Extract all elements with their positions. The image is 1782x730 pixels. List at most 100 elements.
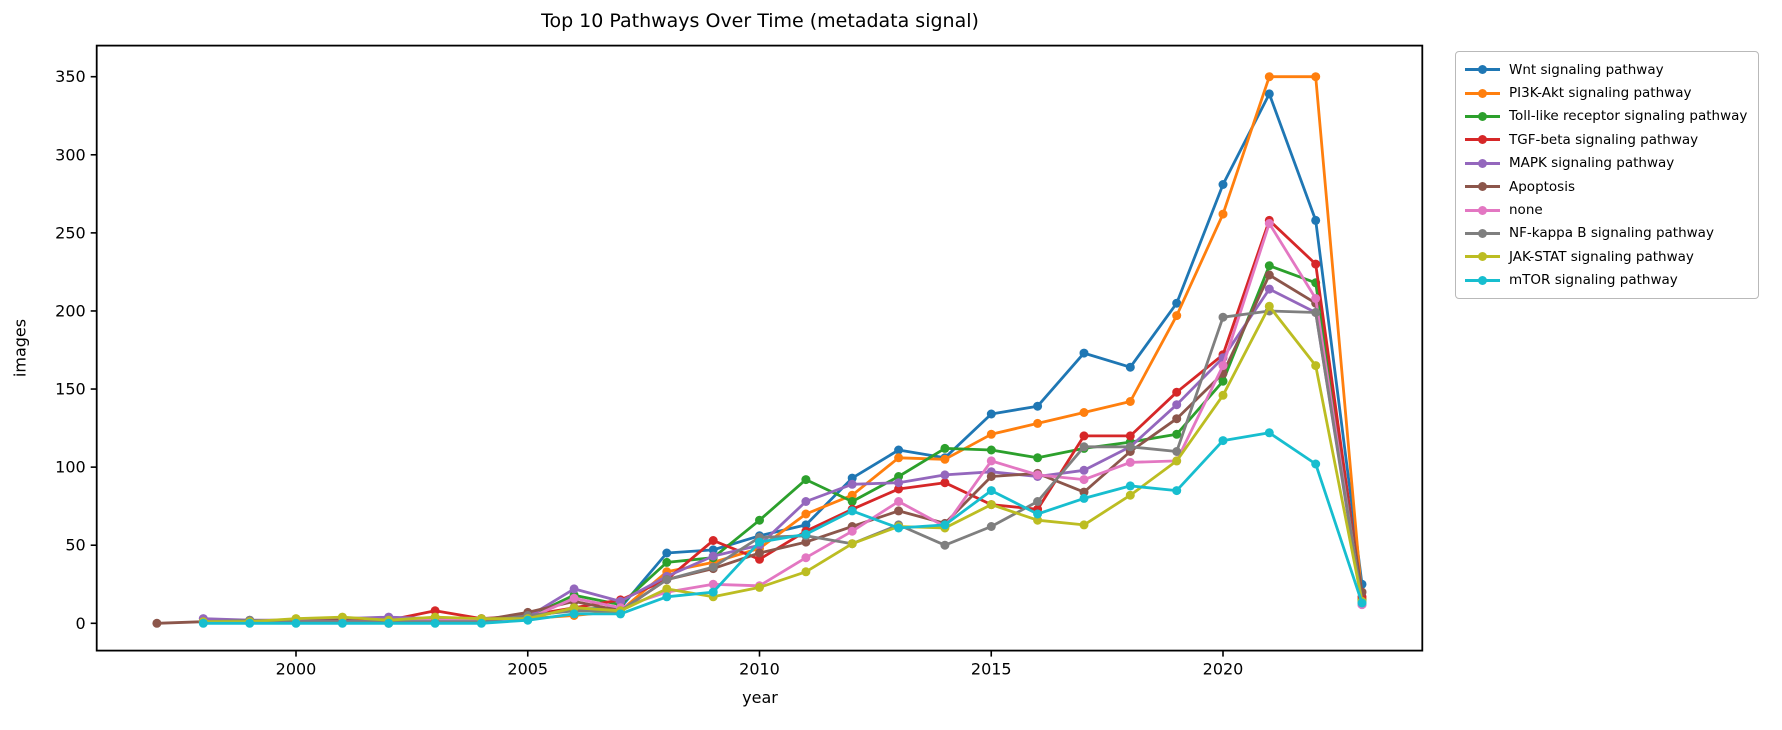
legend-swatch <box>1465 205 1500 215</box>
legend-item-nf-kappa-b-signaling-pathway: NF-kappa B signaling pathway <box>1465 222 1747 245</box>
data-point-marker <box>1033 418 1043 428</box>
y-tick-label: 100 <box>55 458 86 477</box>
data-point-marker <box>1079 493 1089 503</box>
x-tick-label: 2020 <box>1203 660 1244 679</box>
legend-swatch <box>1465 252 1500 262</box>
data-point-marker <box>1311 259 1321 269</box>
legend-swatch <box>1465 88 1500 98</box>
data-point-marker <box>847 473 857 483</box>
data-point-marker <box>569 603 579 613</box>
legend-dot-icon <box>1478 135 1487 145</box>
data-point-marker <box>198 618 208 628</box>
legend-swatch <box>1465 111 1500 121</box>
data-point-marker <box>1311 361 1321 371</box>
legend-dot-icon <box>1478 275 1487 285</box>
legend-item-jak-stat-signaling-pathway: JAK-STAT signaling pathway <box>1465 245 1747 268</box>
data-point-marker <box>1311 459 1321 469</box>
data-point-marker <box>986 456 996 466</box>
data-point-marker <box>1125 481 1135 491</box>
data-point-marker <box>847 506 857 516</box>
data-point-marker <box>662 592 672 602</box>
data-point-marker <box>1311 308 1321 317</box>
data-point-marker <box>986 486 996 496</box>
legend-item-tgf-beta-signaling-pathway: TGF-beta signaling pathway <box>1465 128 1747 151</box>
legend-swatch <box>1465 275 1500 285</box>
data-point-marker <box>847 490 857 500</box>
data-point-marker <box>662 548 672 558</box>
legend-dot-icon <box>1478 205 1487 215</box>
data-point-marker <box>430 606 440 616</box>
series-line <box>201 287 1364 622</box>
data-point-marker <box>847 479 857 489</box>
legend-dot-icon <box>1478 182 1487 192</box>
data-point-marker <box>523 615 533 625</box>
legend: Wnt signaling pathway PI3K-Akt signaling … <box>1455 51 1760 299</box>
data-point-marker <box>1079 408 1089 417</box>
data-point-marker <box>801 529 811 539</box>
data-point-marker <box>662 557 672 567</box>
data-point-marker <box>986 445 996 455</box>
data-point-marker <box>1172 414 1182 424</box>
data-point-marker <box>1125 397 1135 406</box>
data-point-marker <box>1264 428 1274 438</box>
data-point-marker <box>1264 72 1274 82</box>
series-mtor-signaling-pathway <box>198 428 1367 628</box>
data-point-marker <box>1218 312 1228 322</box>
data-point-marker <box>847 497 857 506</box>
data-point-marker <box>1264 219 1274 228</box>
data-point-marker <box>430 618 440 628</box>
data-point-marker <box>801 537 811 547</box>
data-point-marker <box>894 472 904 481</box>
data-point-marker <box>616 596 625 606</box>
legend-item-label: JAK-STAT signaling pathway <box>1509 248 1694 265</box>
legend-dot-icon <box>1478 88 1487 98</box>
series-line <box>201 431 1364 625</box>
data-point-marker <box>894 484 904 494</box>
data-point-marker <box>430 612 440 622</box>
data-point-marker <box>337 612 347 622</box>
data-point-marker <box>755 582 764 592</box>
legend-item-label: mTOR signaling pathway <box>1509 272 1678 289</box>
data-point-marker <box>1172 387 1182 397</box>
legend-item-wnt-signaling-pathway: Wnt signaling pathway <box>1465 58 1747 81</box>
data-point-marker <box>940 520 950 530</box>
data-point-marker <box>291 618 301 628</box>
data-point-marker <box>1172 311 1182 321</box>
series-line <box>201 309 1364 624</box>
x-axis-label: year <box>742 688 778 707</box>
data-point-marker <box>986 500 996 510</box>
legend-swatch <box>1465 182 1500 192</box>
data-point-marker <box>755 515 764 525</box>
legend-item-apoptosis: Apoptosis <box>1465 175 1747 198</box>
series-line <box>201 304 1364 624</box>
data-point-marker <box>569 593 579 603</box>
data-point-marker <box>569 584 579 594</box>
data-point-marker <box>1311 215 1321 225</box>
data-point-marker <box>152 618 162 628</box>
data-point-marker <box>1264 284 1274 294</box>
data-point-marker <box>1079 475 1089 485</box>
legend-swatch <box>1465 228 1500 238</box>
data-point-marker <box>940 454 950 464</box>
data-point-marker <box>662 584 672 594</box>
data-point-marker <box>1311 294 1321 303</box>
data-point-marker <box>1079 520 1089 530</box>
axes-spines <box>95 44 1424 652</box>
data-point-marker <box>1033 509 1043 519</box>
legend-item-label: PI3K-Akt signaling pathway <box>1509 85 1692 102</box>
data-point-marker <box>476 618 486 628</box>
data-point-marker <box>801 497 811 506</box>
data-point-marker <box>1172 429 1182 439</box>
data-point-marker <box>940 443 950 453</box>
x-tick-label: 2015 <box>971 660 1012 679</box>
legend-dot-icon <box>1478 65 1487 75</box>
data-point-marker <box>801 509 811 519</box>
data-point-marker <box>1264 261 1274 271</box>
data-point-marker <box>616 609 625 619</box>
data-point-marker <box>1264 270 1274 280</box>
data-point-marker <box>986 522 996 531</box>
data-point-marker <box>1033 515 1043 525</box>
data-point-marker <box>894 445 904 455</box>
x-tick-label: 2010 <box>739 660 780 679</box>
